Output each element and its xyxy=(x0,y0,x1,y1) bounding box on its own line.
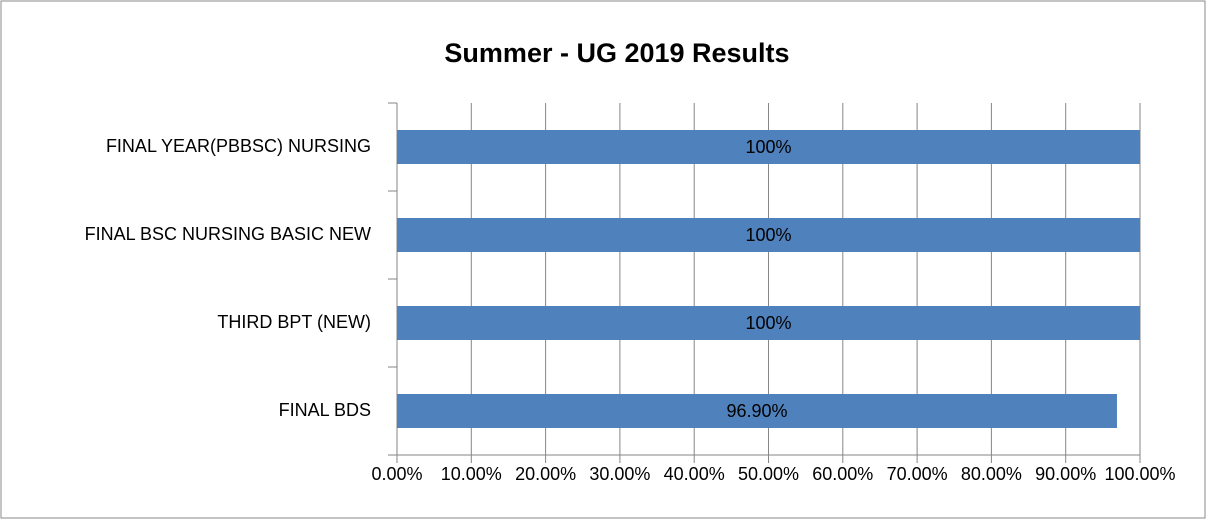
x-tick-label: 20.00% xyxy=(515,464,576,484)
bar xyxy=(397,130,1140,164)
data-label: 100% xyxy=(745,137,791,157)
y-tick-label: FINAL BDS xyxy=(279,400,371,420)
x-tick-label: 100.00% xyxy=(1104,464,1175,484)
y-tick-label: FINAL YEAR(PBBSC) NURSING xyxy=(106,136,371,156)
data-label: 100% xyxy=(745,225,791,245)
data-label: 96.90% xyxy=(726,401,787,421)
x-tick-label: 80.00% xyxy=(961,464,1022,484)
chart-title: Summer - UG 2019 Results xyxy=(444,38,789,68)
bar xyxy=(397,306,1140,340)
x-tick-label: 50.00% xyxy=(738,464,799,484)
x-tick-label: 60.00% xyxy=(812,464,873,484)
x-tick-label: 10.00% xyxy=(441,464,502,484)
x-tick-label: 90.00% xyxy=(1035,464,1096,484)
x-tick-label: 70.00% xyxy=(887,464,948,484)
y-tick-label: THIRD BPT (NEW) xyxy=(217,312,371,332)
y-tick-label: FINAL BSC NURSING BASIC NEW xyxy=(85,224,371,244)
bar xyxy=(397,218,1140,252)
x-tick-label: 40.00% xyxy=(664,464,725,484)
x-tick-label: 0.00% xyxy=(371,464,422,484)
x-tick-label: 30.00% xyxy=(589,464,650,484)
data-label: 100% xyxy=(745,313,791,333)
bar xyxy=(397,394,1117,428)
